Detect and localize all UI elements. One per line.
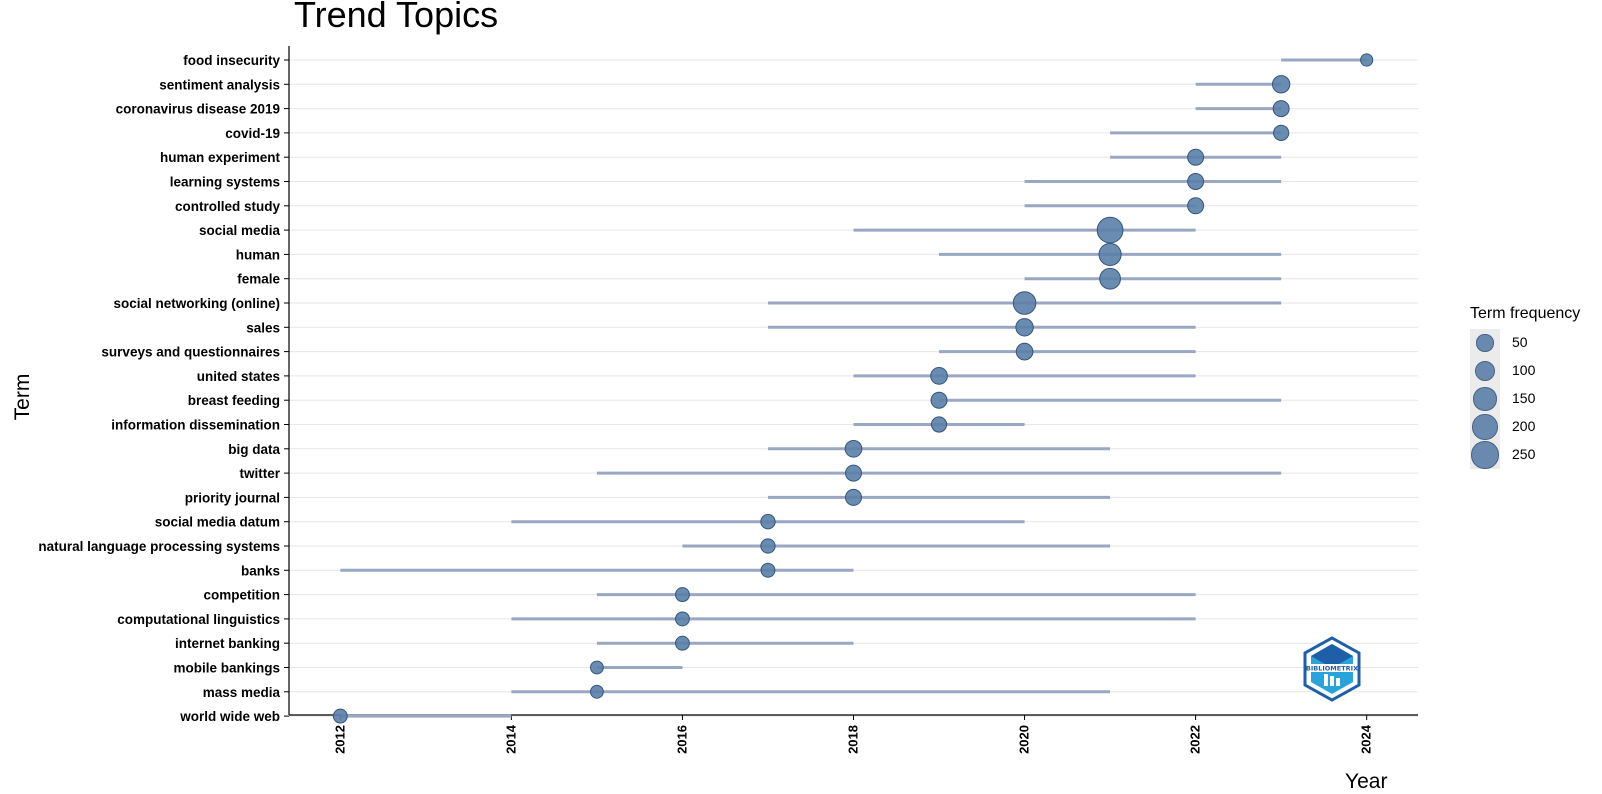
legend-label: 200 xyxy=(1512,418,1536,434)
term-label: sales xyxy=(246,320,280,335)
x-tick-label: 2016 xyxy=(674,725,689,754)
x-tick-label: 2014 xyxy=(503,724,518,754)
legend-dot xyxy=(1472,414,1498,440)
term-label: banks xyxy=(241,563,280,578)
legend-entry: 50 xyxy=(1470,329,1528,357)
term-label: competition xyxy=(204,588,281,603)
x-tick-label: 2018 xyxy=(846,725,861,754)
term-label: internet banking xyxy=(175,636,280,651)
term-point xyxy=(930,391,948,409)
term-label: social media datum xyxy=(155,515,280,530)
term-point xyxy=(930,416,948,433)
term-point xyxy=(760,562,776,578)
x-tick-label: 2012 xyxy=(332,725,347,754)
term-label: mass media xyxy=(203,685,281,700)
term-point xyxy=(590,660,604,675)
legend: Term frequency 50 100 150 200 250 xyxy=(1470,305,1580,469)
term-label: breast feeding xyxy=(188,393,280,408)
term-label: social media xyxy=(199,223,281,238)
term-point xyxy=(1187,197,1205,215)
term-label: sentiment analysis xyxy=(159,77,280,92)
term-point xyxy=(332,708,348,724)
term-point xyxy=(1187,148,1205,166)
term-label: information dissemination xyxy=(111,418,280,433)
term-label: world wide web xyxy=(179,709,280,724)
legend-entry: 100 xyxy=(1470,357,1535,385)
term-label: surveys and questionnaires xyxy=(101,345,280,360)
term-label: covid-19 xyxy=(225,126,280,141)
svg-text:BIBLIOMETRIX: BIBLIOMETRIX xyxy=(1306,665,1358,673)
term-label: big data xyxy=(228,442,280,457)
bibliometrix-logo-icon: BIBLIOMETRIX xyxy=(1303,636,1361,702)
term-point xyxy=(590,684,604,699)
legend-dot xyxy=(1474,360,1496,382)
x-axis-label: Year xyxy=(1345,770,1388,793)
term-point xyxy=(760,514,776,530)
term-label: united states xyxy=(197,369,280,384)
term-label: female xyxy=(237,272,280,287)
term-point xyxy=(844,439,863,458)
legend-label: 250 xyxy=(1512,446,1536,462)
term-label: mobile bankings xyxy=(173,661,280,676)
term-point xyxy=(675,635,690,651)
term-label: learning systems xyxy=(170,175,280,190)
term-label: computational linguistics xyxy=(117,612,280,627)
term-point xyxy=(1187,173,1205,190)
term-point xyxy=(1360,53,1374,67)
term-label: food insecurity xyxy=(183,53,280,68)
legend-keys: 50 100 150 200 250 xyxy=(1470,329,1535,469)
term-point xyxy=(675,587,690,603)
term-point xyxy=(1099,267,1121,290)
legend-entry: 250 xyxy=(1470,441,1535,469)
legend-entry: 200 xyxy=(1470,413,1535,441)
legend-dot xyxy=(1473,387,1497,411)
legend-title: Term frequency xyxy=(1470,305,1581,322)
legend-label: 100 xyxy=(1512,362,1536,378)
term-label: priority journal xyxy=(185,490,280,505)
term-label: twitter xyxy=(240,466,281,481)
legend-label: 50 xyxy=(1512,334,1528,350)
term-point xyxy=(1273,124,1290,142)
legend-label: 150 xyxy=(1512,390,1536,406)
term-point xyxy=(1272,100,1290,118)
term-point xyxy=(1012,291,1037,315)
legend-dot xyxy=(1476,334,1494,352)
term-label: natural language processing systems xyxy=(38,539,280,554)
term-label: social networking (online) xyxy=(113,296,280,311)
term-point xyxy=(675,611,690,627)
term-point xyxy=(1015,318,1034,337)
term-point xyxy=(1271,75,1291,94)
term-point xyxy=(930,367,948,385)
term-point xyxy=(1096,216,1124,244)
term-point xyxy=(845,464,862,482)
term-point xyxy=(760,538,776,554)
term-point xyxy=(845,488,862,506)
legend-entry: 150 xyxy=(1470,385,1535,413)
term-label: human experiment xyxy=(160,150,281,165)
chart-title: Trend Topics xyxy=(294,0,499,35)
legend-dot xyxy=(1471,441,1499,469)
term-label: coronavirus disease 2019 xyxy=(116,102,280,117)
term-point xyxy=(1098,242,1122,266)
x-tick-label: 2024 xyxy=(1359,724,1374,754)
x-tick-label: 2020 xyxy=(1017,725,1032,754)
term-label: human xyxy=(236,247,280,262)
term-label: controlled study xyxy=(175,199,280,214)
x-tick-label: 2022 xyxy=(1188,725,1203,754)
term-point xyxy=(1015,342,1034,361)
